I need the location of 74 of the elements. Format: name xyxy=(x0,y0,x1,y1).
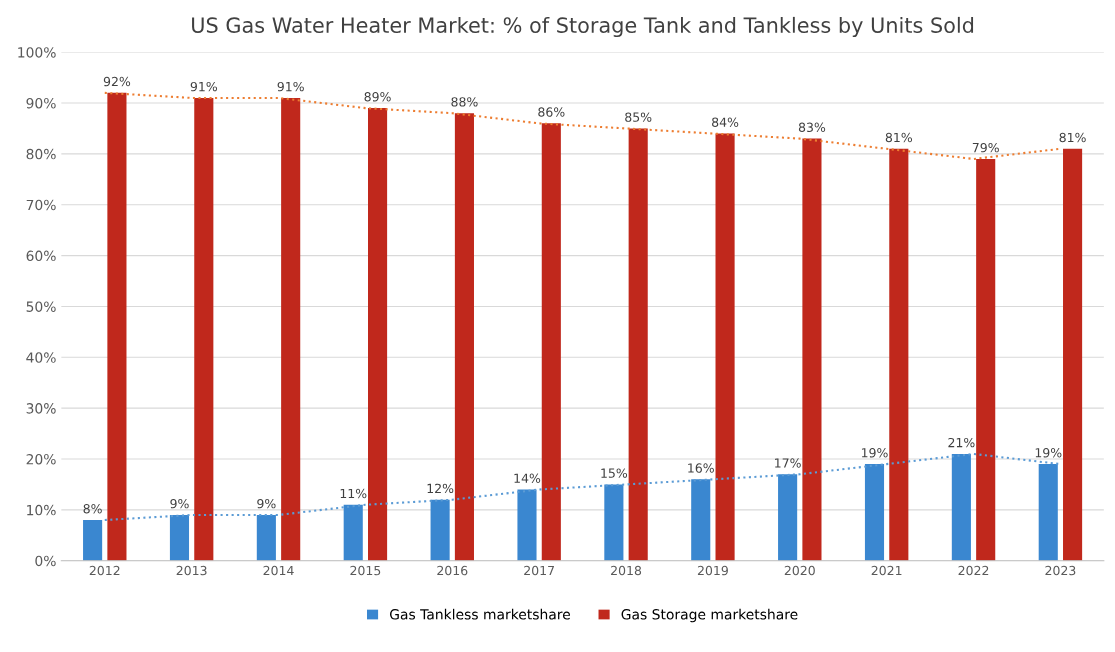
bar xyxy=(256,514,276,561)
chart-title: US Gas Water Heater Market: % of Storage Tank and Tankless by Units Sold xyxy=(192,16,974,38)
bar xyxy=(194,97,214,561)
data-label: 89% xyxy=(364,92,391,102)
x-tick-label: 2015 xyxy=(350,565,381,576)
data-label: 88% xyxy=(451,97,478,107)
y-tick-label: 60% xyxy=(26,250,56,262)
data-label: 83% xyxy=(798,122,826,133)
y-tick-label: 10% xyxy=(27,504,56,516)
bar xyxy=(889,148,909,561)
bar xyxy=(169,514,190,561)
y-tick-label: 0% xyxy=(35,555,56,567)
y-tick-label: 100% xyxy=(18,47,56,58)
bar xyxy=(1038,464,1058,561)
bar xyxy=(83,520,103,561)
y-tick-label: 40% xyxy=(26,352,56,363)
x-tick-label: 2020 xyxy=(784,565,815,576)
x-tick-label: 2023 xyxy=(1045,565,1076,576)
bar xyxy=(517,489,537,561)
data-label: 91% xyxy=(190,81,218,92)
data-label: 9% xyxy=(257,498,276,509)
data-label: 17% xyxy=(775,458,801,468)
y-tick-label: 70% xyxy=(26,199,56,211)
bar xyxy=(951,453,971,561)
bar xyxy=(802,138,822,561)
data-label: 86% xyxy=(538,107,565,117)
data-label: 8% xyxy=(83,503,102,514)
x-tick-label: 2019 xyxy=(697,565,728,576)
data-label: 81% xyxy=(1059,132,1086,143)
data-label: 79% xyxy=(972,142,999,153)
bar xyxy=(715,133,735,561)
data-label: 91% xyxy=(277,81,304,92)
bar xyxy=(430,499,450,561)
data-label: 11% xyxy=(340,488,367,499)
bar xyxy=(281,97,301,561)
bar xyxy=(778,474,798,561)
bar xyxy=(107,92,127,561)
y-tick-label: 30% xyxy=(26,403,56,414)
x-tick-label: 2012 xyxy=(89,565,120,576)
bar xyxy=(864,464,885,561)
bar xyxy=(691,479,711,561)
x-tick-label: 2016 xyxy=(437,565,468,576)
bar xyxy=(604,484,624,561)
data-label: 21% xyxy=(948,437,975,448)
y-tick-label: 20% xyxy=(26,453,56,465)
x-tick-label: 2013 xyxy=(176,565,207,576)
data-label: 15% xyxy=(601,468,628,478)
x-tick-label: 2018 xyxy=(611,565,642,576)
data-label: 19% xyxy=(861,448,888,458)
y-tick-label: 90% xyxy=(26,97,56,109)
x-tick-label: 2022 xyxy=(958,565,989,576)
legend-label: Gas Storage marketshare xyxy=(621,608,798,623)
legend-label: Gas Tankless marketshare xyxy=(389,608,571,620)
bar xyxy=(1063,148,1083,561)
bar xyxy=(541,123,561,561)
data-label: 14% xyxy=(514,473,541,483)
data-label: 16% xyxy=(688,463,714,473)
x-tick-label: 2017 xyxy=(524,565,554,576)
x-tick-label: 2014 xyxy=(263,565,294,576)
y-tick-label: 80% xyxy=(26,148,56,160)
y-tick-label: 50% xyxy=(26,301,56,312)
data-label: 85% xyxy=(625,112,652,122)
data-label: 92% xyxy=(103,76,131,87)
bar xyxy=(976,158,996,561)
data-label: 12% xyxy=(427,483,454,494)
bar xyxy=(368,108,388,561)
bar xyxy=(628,128,648,561)
bar xyxy=(343,504,363,561)
data-label: 84% xyxy=(712,117,739,127)
x-tick-label: 2021 xyxy=(871,565,902,576)
bar xyxy=(454,113,474,561)
data-label: 9% xyxy=(170,498,189,509)
data-label: 81% xyxy=(885,132,913,143)
data-label: 19% xyxy=(1035,448,1062,458)
